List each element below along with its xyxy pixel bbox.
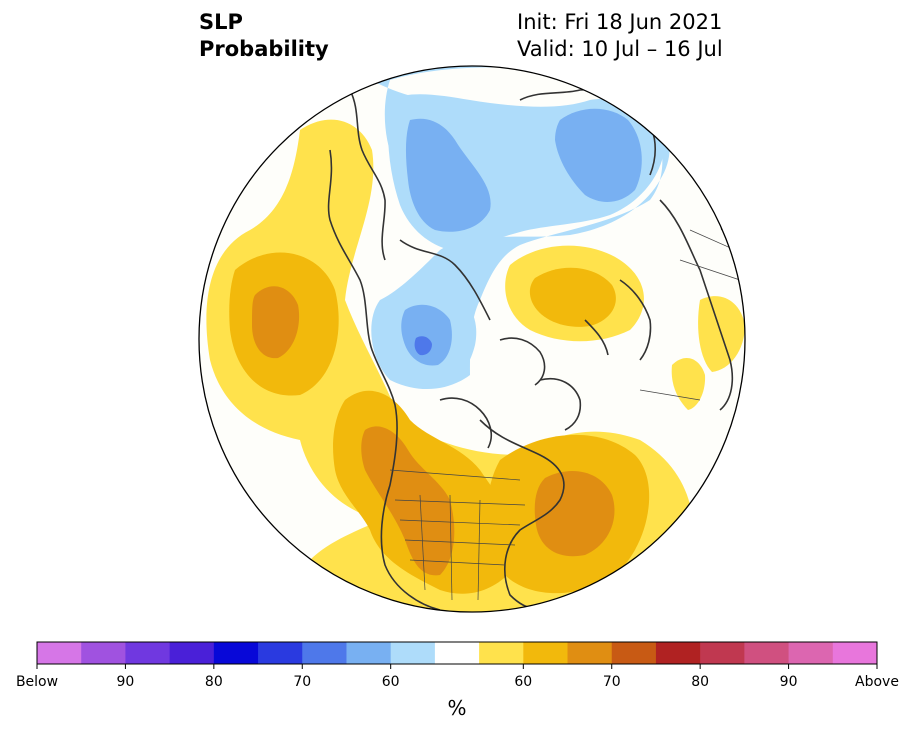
colorbar-cell <box>81 642 126 664</box>
colorbar-unit: % <box>447 696 467 720</box>
colorbar-tick-label: 90 <box>779 674 798 690</box>
anomaly-na-orange <box>361 426 455 576</box>
colorbar-cell <box>169 642 215 664</box>
colorbar-cell <box>434 642 480 664</box>
colorbar-cell <box>700 642 745 664</box>
anomaly-arctic-darkblue <box>414 336 432 356</box>
colorbar-tick-label: 60 <box>514 674 533 690</box>
colorbar-cell <box>744 642 790 664</box>
product-title: Probability <box>199 37 329 61</box>
colorbar-tick-label: Above <box>855 674 899 690</box>
map-frame <box>198 65 746 613</box>
colorbar-cells <box>37 642 878 664</box>
colorbar-cell <box>302 642 347 664</box>
anomaly-atlantic-orange <box>534 471 615 557</box>
colorbar-tick-label: 80 <box>691 674 710 690</box>
political-borders <box>389 229 741 601</box>
colorbar-cell <box>37 642 82 664</box>
variable-title: SLP <box>199 10 243 34</box>
colorbar-tick-label: 80 <box>204 674 223 690</box>
colorbar-cell <box>611 642 657 664</box>
colorbar-cell <box>346 642 392 664</box>
coastlines <box>327 88 734 611</box>
colorbar-tick-label: Below <box>15 674 59 690</box>
colorbar-cell <box>567 642 613 664</box>
colorbar-cell <box>788 642 834 664</box>
anomaly-east-midblue <box>555 108 642 202</box>
colorbar-cell <box>523 642 569 664</box>
probability-map <box>198 65 746 613</box>
anomaly-siberia-midblue <box>405 118 491 232</box>
title-left: SLP Probability <box>199 9 329 63</box>
colorbar-tick-label: 70 <box>293 674 312 690</box>
colorbar-tick-label: 90 <box>116 674 135 690</box>
title-right: Init: Fri 18 Jun 2021 Valid: 10 Jul – 16… <box>517 9 723 63</box>
colorbar-ticks <box>36 664 878 669</box>
colorbar-tick-label: 60 <box>381 674 400 690</box>
colorbar-cell <box>213 642 259 664</box>
colorbar-cell <box>390 642 436 664</box>
init-date: Init: Fri 18 Jun 2021 <box>517 10 723 34</box>
colorbar-cell <box>258 642 303 664</box>
colorbar-cell <box>655 642 701 664</box>
colorbar-cell <box>479 642 524 664</box>
anomaly-eurasia-gold <box>529 267 616 327</box>
colorbar-cell <box>125 642 171 664</box>
anomaly-pacific-orange <box>252 286 300 359</box>
colorbar-cell <box>832 642 878 664</box>
anomaly-arctic-midblue <box>401 304 452 366</box>
valid-dates: Valid: 10 Jul – 16 Jul <box>517 37 723 61</box>
colorbar-tick-label: 70 <box>602 674 621 690</box>
colorbar-frame <box>36 641 878 665</box>
colorbar <box>36 641 878 669</box>
